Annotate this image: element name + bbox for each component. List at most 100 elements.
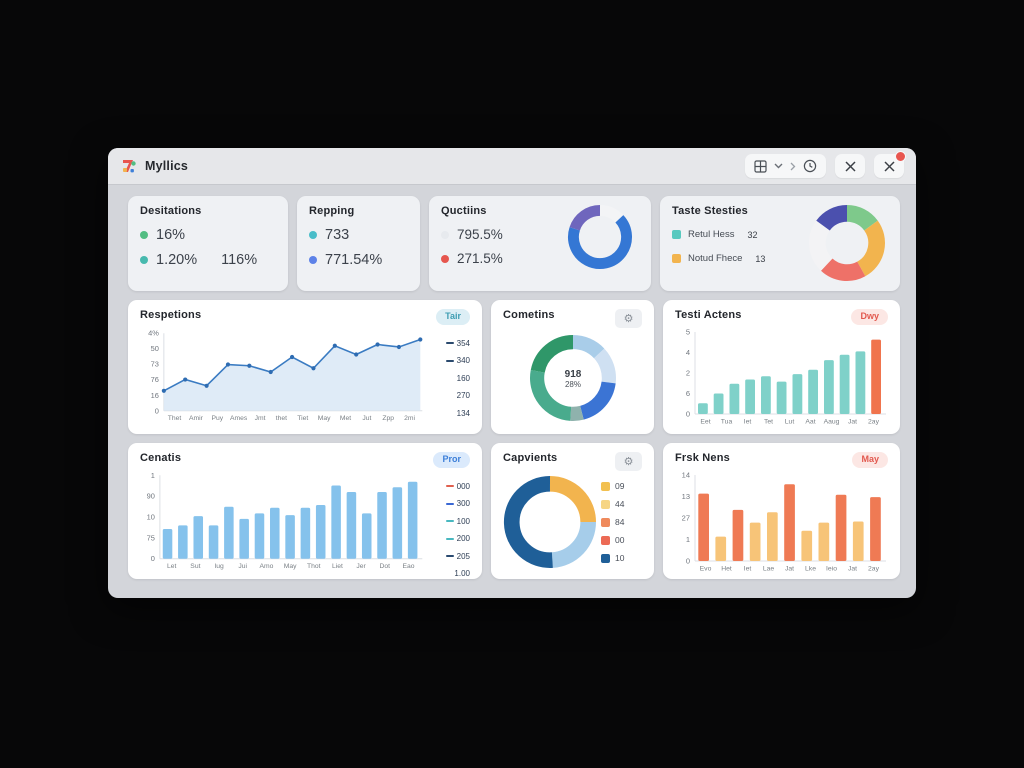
chevron-down-icon[interactable] — [774, 163, 783, 169]
card-header: Cometins ⚙ — [503, 309, 642, 328]
svg-text:Met: Met — [340, 415, 351, 422]
svg-text:Ieio: Ieio — [826, 565, 837, 572]
legend-item: 000 — [445, 481, 470, 491]
card-capvients: Capvients ⚙ 09 44 84 00 10 — [491, 443, 654, 579]
legend-label: 000 — [456, 481, 470, 491]
legend-swatch — [601, 517, 610, 527]
svg-text:Thet: Thet — [168, 415, 182, 422]
legend-swatch — [601, 553, 610, 563]
svg-text:28%: 28% — [564, 380, 580, 389]
stat-row: 733 — [309, 227, 408, 243]
legend-item: 134 — [457, 409, 470, 418]
chart-area: 09 44 84 00 10 — [503, 475, 642, 569]
period-badge[interactable]: Pror — [433, 452, 470, 468]
card-respetions: Respetions Tair 4% 50 73 76 16 0 Thet Amir Puy Am… — [128, 300, 482, 434]
stat-value: 733 — [325, 227, 350, 243]
svg-text:Aaug: Aaug — [824, 418, 840, 425]
svg-text:Liet: Liet — [332, 563, 343, 570]
svg-text:Ames: Ames — [230, 415, 248, 422]
legend-dash — [445, 342, 454, 345]
legend-label: 300 — [456, 499, 470, 509]
card-title: Cenatis — [140, 452, 182, 464]
card-header: Capvients ⚙ — [503, 452, 642, 471]
svg-text:76: 76 — [151, 375, 159, 384]
stat-dot — [140, 231, 148, 239]
legend-label: Notud Fhece — [688, 253, 743, 264]
legend-label: Retul Hess — [688, 229, 735, 240]
stat-value: 16% — [156, 227, 186, 243]
legend-dash — [445, 359, 454, 362]
svg-text:Jat: Jat — [785, 565, 794, 572]
stat-dot — [140, 256, 148, 264]
svg-text:Amir: Amir — [189, 415, 204, 422]
legend-item: 340 — [445, 356, 470, 365]
svg-text:0: 0 — [155, 406, 159, 415]
period-badge[interactable]: May — [852, 452, 888, 468]
svg-text:16: 16 — [151, 390, 159, 399]
svg-text:50: 50 — [151, 344, 159, 353]
svg-text:thet: thet — [276, 415, 287, 422]
close-button[interactable] — [835, 154, 865, 178]
svg-text:90: 90 — [147, 491, 155, 500]
legend-item: 00 — [601, 535, 642, 545]
card-desitations: Desitations 16% 1.20% 116% — [128, 196, 288, 291]
svg-text:1: 1 — [151, 470, 155, 479]
legend-label: 205 — [456, 551, 470, 561]
svg-text:5: 5 — [686, 327, 690, 336]
chart-legend: 09 44 84 00 10 — [601, 481, 642, 563]
card-header: Testi Actens Dwy — [675, 309, 888, 325]
legend-label: 09 — [615, 481, 625, 491]
legend-item: 205 — [445, 551, 470, 561]
legend-label: 84 — [615, 517, 625, 527]
apps-grid-icon[interactable] — [754, 159, 767, 173]
settings-gear-button[interactable]: ⚙ — [615, 309, 642, 328]
svg-text:Evo: Evo — [700, 565, 712, 572]
svg-text:Tua: Tua — [721, 418, 733, 425]
svg-text:Jat: Jat — [848, 565, 857, 572]
svg-text:May: May — [318, 415, 331, 422]
card-title: Desitations — [140, 205, 202, 217]
svg-text:Amo: Amo — [259, 563, 273, 570]
stat-list: 16% 1.20% 116% — [140, 227, 276, 268]
svg-text:Het: Het — [721, 565, 732, 572]
svg-text:Jut: Jut — [362, 415, 371, 422]
svg-text:918: 918 — [564, 369, 581, 380]
legend-item: 1.00 — [454, 569, 470, 578]
stat-row: 771.54% — [309, 252, 408, 268]
svg-text:Jat: Jat — [848, 418, 857, 425]
card-title: Taste Stesties — [672, 205, 748, 217]
card-taste-stesties: Taste Stesties Retul Hess 32 Notud Fhece 13 — [660, 196, 900, 291]
settings-gear-button[interactable]: ⚙ — [615, 452, 642, 471]
chevron-right-icon[interactable] — [790, 162, 796, 171]
stat-row: 16% — [140, 227, 276, 243]
svg-text:4%: 4% — [148, 328, 159, 337]
svg-text:Lke: Lke — [805, 565, 816, 572]
capvients-donut-chart — [503, 476, 596, 568]
svg-text:4: 4 — [686, 348, 690, 357]
svg-text:Lut: Lut — [785, 418, 795, 425]
chart-side-values: 354 340 160 270 134 — [424, 327, 470, 425]
card-title: Cometins — [503, 309, 555, 321]
card-title: Frsk Nens — [675, 452, 730, 464]
svg-text:13: 13 — [682, 492, 690, 501]
svg-text:Tet: Tet — [764, 418, 773, 425]
legend-label: 160 — [456, 373, 470, 383]
notification-dot — [895, 151, 906, 162]
svg-text:73: 73 — [151, 359, 159, 368]
legend-swatch — [672, 230, 681, 239]
legend-swatch — [672, 254, 681, 263]
close-button-notification[interactable] — [874, 151, 906, 178]
stat-value: 1.20% — [156, 252, 198, 268]
period-badge[interactable]: Tair — [436, 309, 470, 325]
svg-text:2ay: 2ay — [868, 565, 880, 572]
card-title: Capvients — [503, 452, 558, 464]
period-badge[interactable]: Dwy — [851, 309, 888, 325]
legend-item: 160 — [457, 374, 470, 383]
clock-icon[interactable] — [803, 159, 817, 173]
svg-text:Lae: Lae — [763, 565, 775, 572]
svg-text:Iet: Iet — [744, 418, 752, 425]
cenatis-bar-chart: 1 90 10 75 0 Let Sut Iug Jui Amo May Thot Liet Jer Dot… — [147, 470, 423, 570]
stat-dot — [441, 230, 449, 239]
svg-text:Eet: Eet — [700, 418, 710, 425]
svg-text:Thot: Thot — [307, 563, 321, 570]
